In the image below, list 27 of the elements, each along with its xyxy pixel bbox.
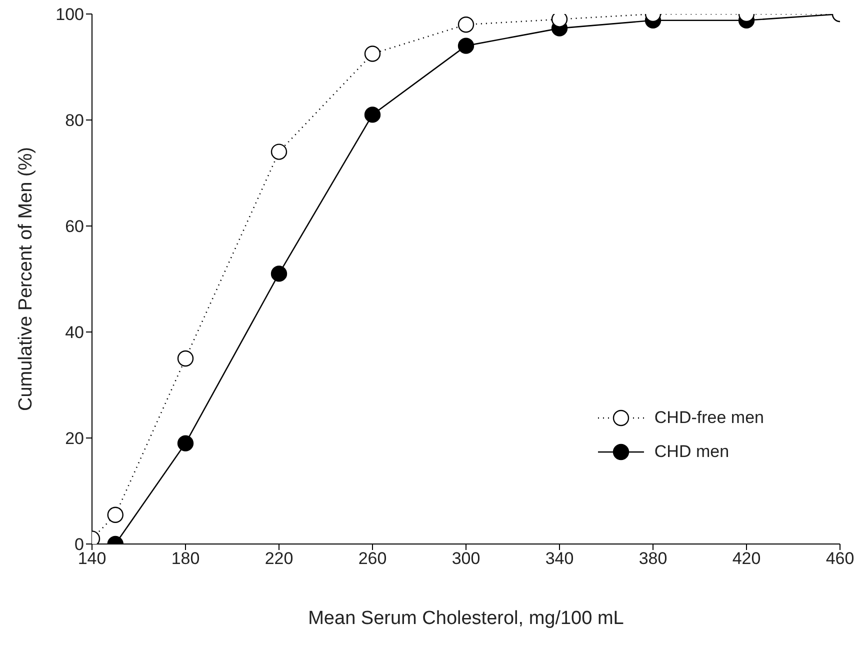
x-tick-label: 220 [264, 549, 294, 568]
x-tick-label: 140 [78, 549, 106, 568]
x-tick-label: 340 [545, 549, 574, 568]
legend-label: CHD-free men [654, 408, 764, 428]
y-axis-title: Cumulative Percent of Men (%) [16, 147, 36, 411]
x-tick-label: 420 [732, 549, 761, 568]
x-tick-label: 260 [358, 549, 387, 568]
y-tick-label: 20 [65, 429, 84, 448]
x-axis-title: Mean Serum Cholesterol, mg/100 mL [308, 608, 624, 629]
point [458, 38, 474, 54]
x-tick-label: 380 [638, 549, 668, 568]
point [364, 46, 381, 62]
point [458, 16, 474, 33]
point [364, 106, 381, 123]
point [270, 266, 288, 282]
x-tick-label: 180 [171, 549, 200, 568]
x-tick-label: 300 [452, 549, 480, 568]
y-tick-label: 80 [65, 111, 84, 130]
point [177, 350, 194, 367]
y-tick-label: 60 [65, 217, 84, 236]
point [177, 435, 194, 452]
y-tick-label: 40 [65, 323, 84, 342]
legend-label: CHD men [654, 442, 730, 462]
x-tick-label: 460 [826, 549, 854, 568]
point [270, 144, 288, 160]
point [107, 506, 124, 523]
y-tick-label: 100 [56, 5, 84, 24]
